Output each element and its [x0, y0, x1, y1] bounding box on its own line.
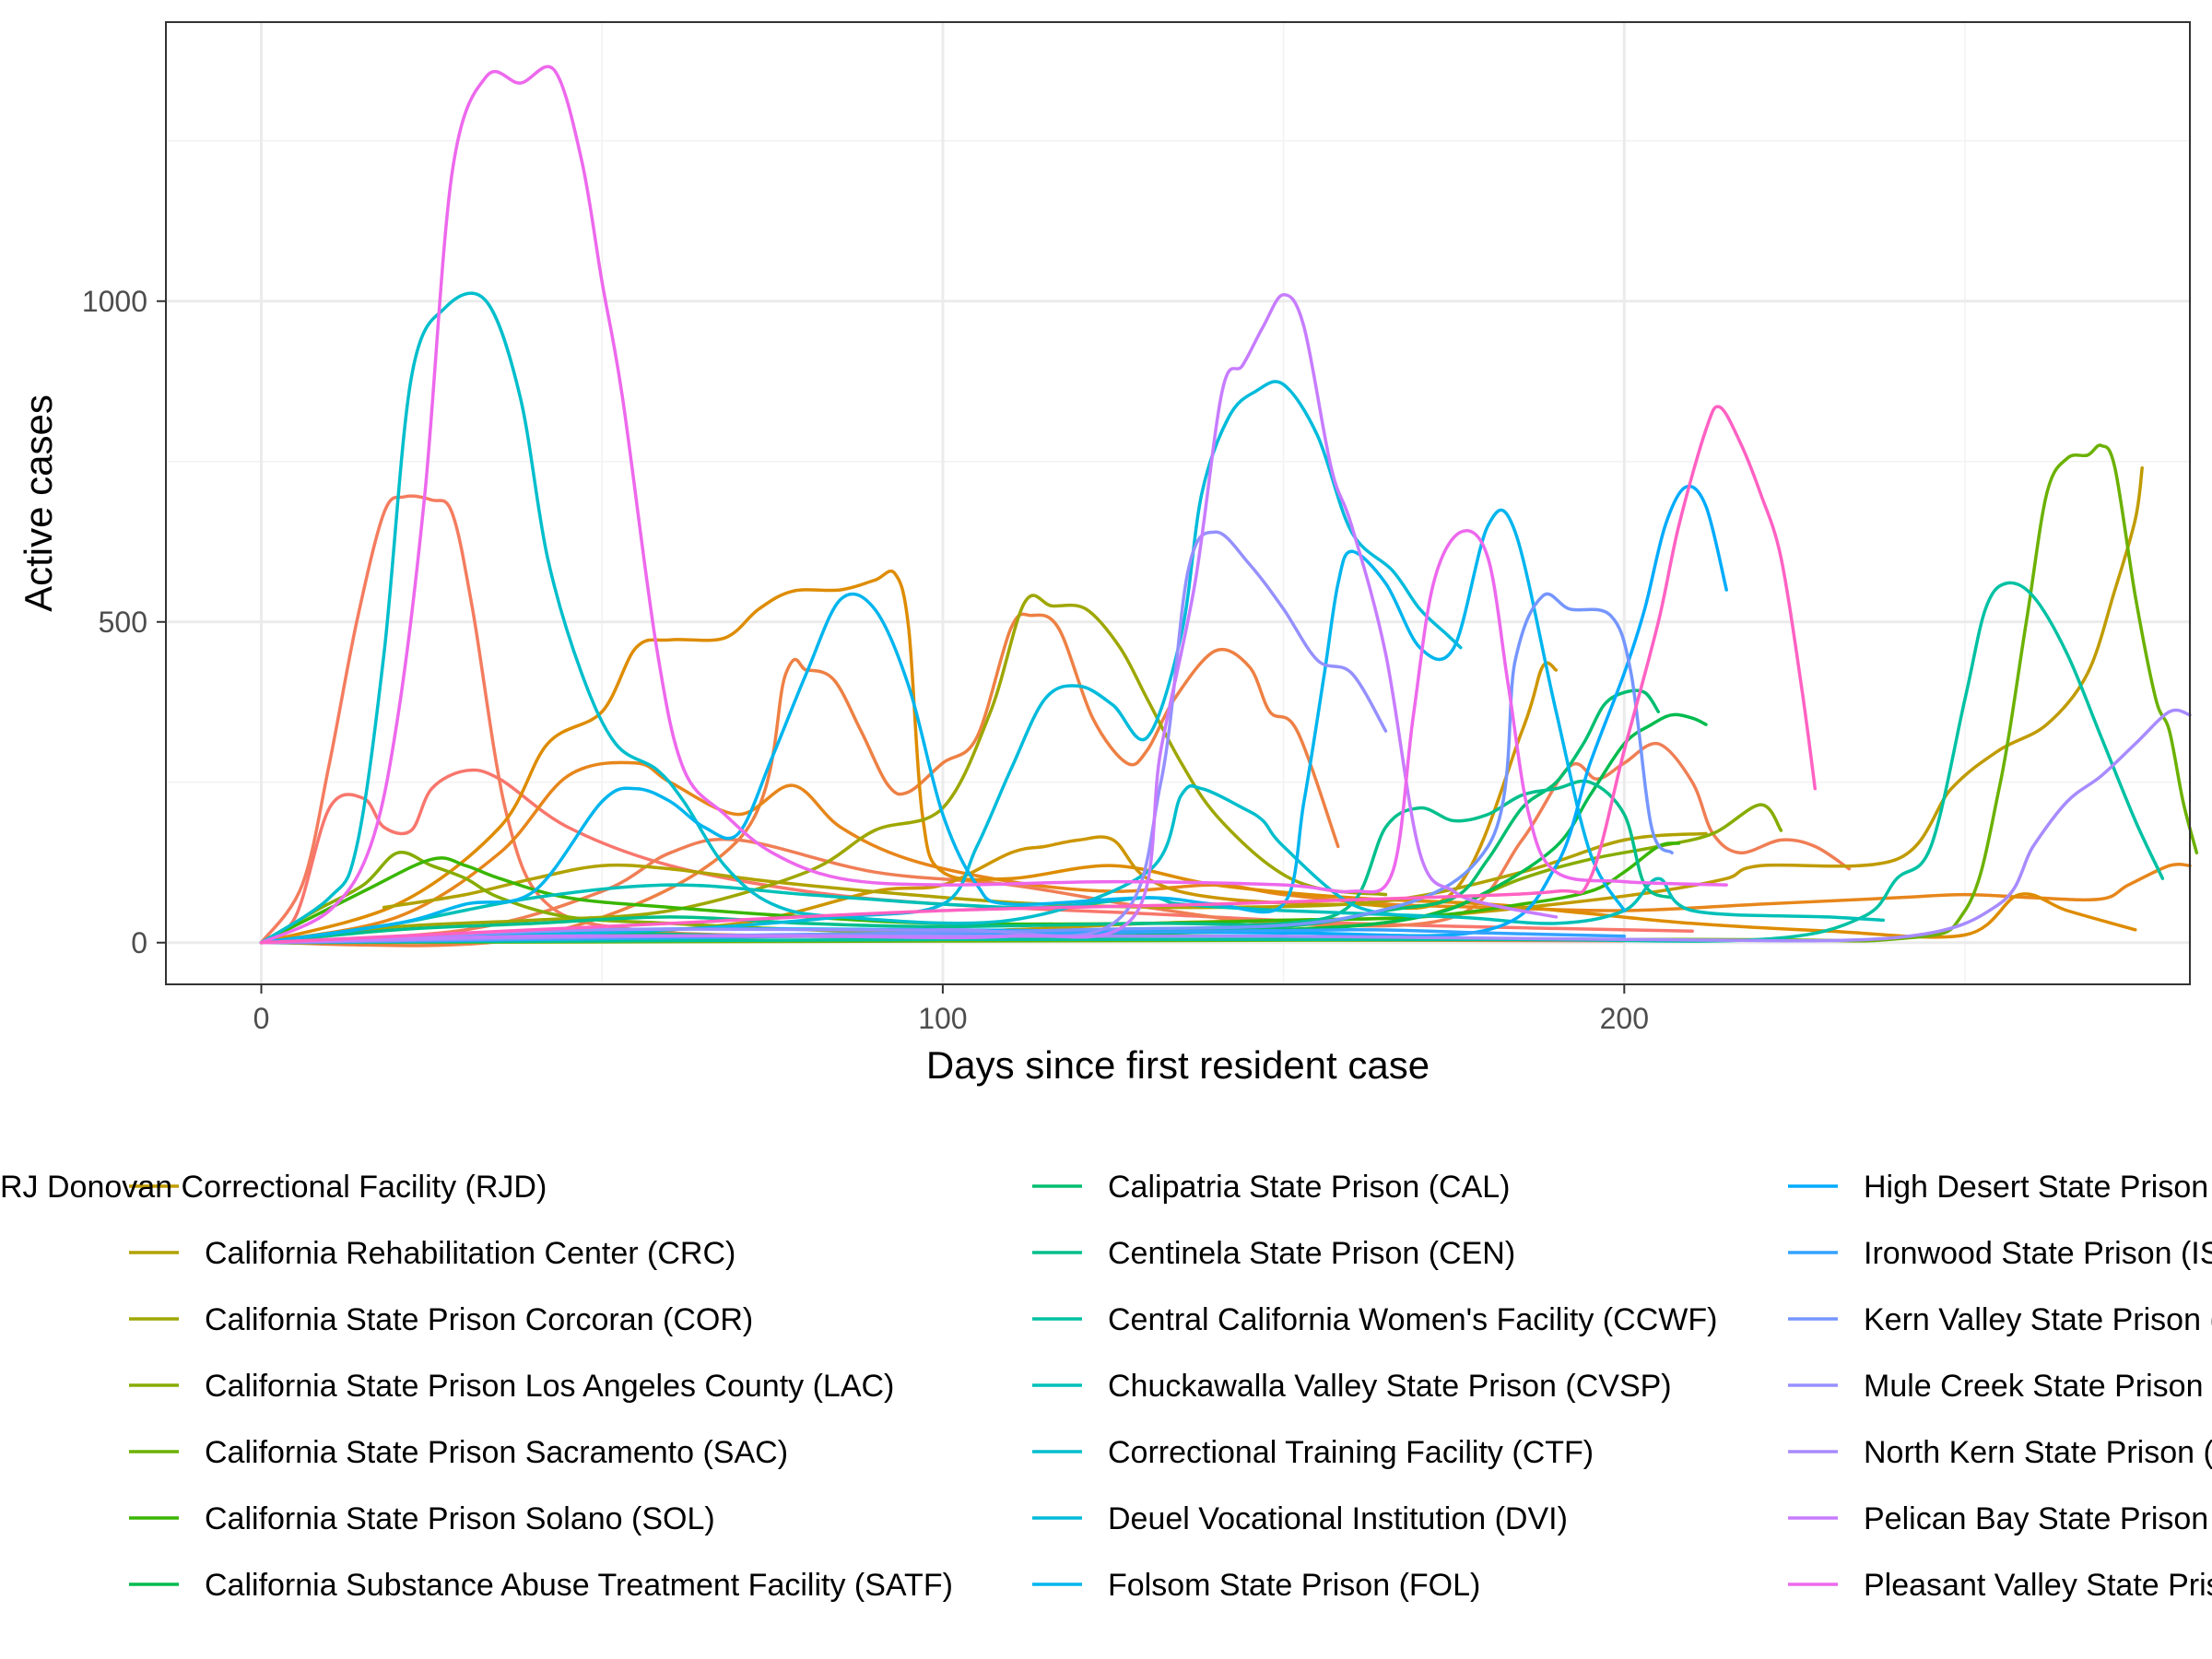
series-line-20: [259, 380, 1463, 945]
series-line-25: [259, 530, 1388, 945]
legend-label-10: California State Prison Corcoran (COR): [205, 1302, 753, 1337]
series-line-19: [259, 291, 1422, 945]
panel-background: [166, 22, 2190, 984]
panel-border: [165, 21, 2191, 985]
y-tick-label: 0: [131, 926, 147, 959]
series-line-3: [259, 612, 1340, 947]
series-line-9: [382, 831, 1708, 910]
grid-major: [166, 22, 2190, 984]
legend-label-9: California Rehabilitation Center (CRC): [205, 1236, 735, 1271]
legend-label-23: Ironwood State Prison (ISP): [1864, 1236, 2212, 1271]
legend: California Rehabilitation Center (CRC) Ca…: [0, 1170, 2212, 1603]
legend-label-13: California State Prison Solano (SOL): [205, 1501, 715, 1536]
legend-label-25: Mule Creek State Prison (MCSP): [1864, 1369, 2212, 1404]
legend-label-12: California State Prison Sacramento (SAC): [205, 1435, 788, 1470]
y-tick-label: 1000: [82, 285, 147, 318]
legend-label-24: Kern Valley State Prison (KVSP): [1864, 1302, 2212, 1337]
y-axis-title: Active cases: [17, 394, 60, 612]
series-line-29: [259, 405, 1818, 945]
legend-label-14: California Substance Abuse Treatment Fac…: [205, 1568, 953, 1603]
legend-label-21: Folsom State Prison (FOL): [1108, 1568, 1480, 1603]
plot-area: [165, 21, 2199, 985]
legend-label-15: Calipatria State Prison (CAL): [1108, 1170, 1511, 1205]
series-lines: [259, 65, 2199, 947]
legend-label-19: Correctional Training Facility (CTF): [1108, 1435, 1594, 1470]
legend-label-20: Deuel Vocational Institution (DVI): [1108, 1501, 1568, 1536]
y-axis: 0 500 1000: [82, 285, 166, 959]
x-tick-label: 200: [1600, 1002, 1649, 1035]
legend-label-28: Pleasant Valley State Prison (PVSP): [1864, 1568, 2212, 1603]
legend-label-29: RJ Donovan Correctional Facility (RJD): [0, 1170, 547, 1205]
legend-label-17: Central California Women's Facility (CCW…: [1108, 1302, 1717, 1337]
legend-label-22: High Desert State Prison (HDSP): [1864, 1170, 2212, 1205]
series-line-17: [259, 581, 2165, 945]
legend-label-16: Centinela State Prison (CEN): [1108, 1236, 1515, 1271]
series-line-6: [259, 569, 2137, 945]
legend-label-18: Chuckawalla Valley State Prison (CVSP): [1108, 1369, 1672, 1404]
series-line-27: [259, 293, 1559, 945]
series-line-21: [259, 508, 1627, 945]
series-line-28: [259, 65, 1728, 945]
legend-label-11: California State Prison Los Angeles Coun…: [205, 1369, 894, 1404]
x-axis-title: Days since first resident case: [926, 1043, 1430, 1087]
legend-label-26: North Kern State Prison (NKSP): [1864, 1435, 2212, 1470]
legend-label-27: Pelican Bay State Prison (PBSP): [1864, 1501, 2212, 1536]
x-axis: 0 100 200: [253, 984, 1649, 1035]
y-tick-label: 500: [99, 606, 147, 639]
x-tick-label: 100: [918, 1002, 967, 1035]
x-tick-label: 0: [253, 1002, 270, 1035]
series-line-1: [259, 768, 1694, 945]
